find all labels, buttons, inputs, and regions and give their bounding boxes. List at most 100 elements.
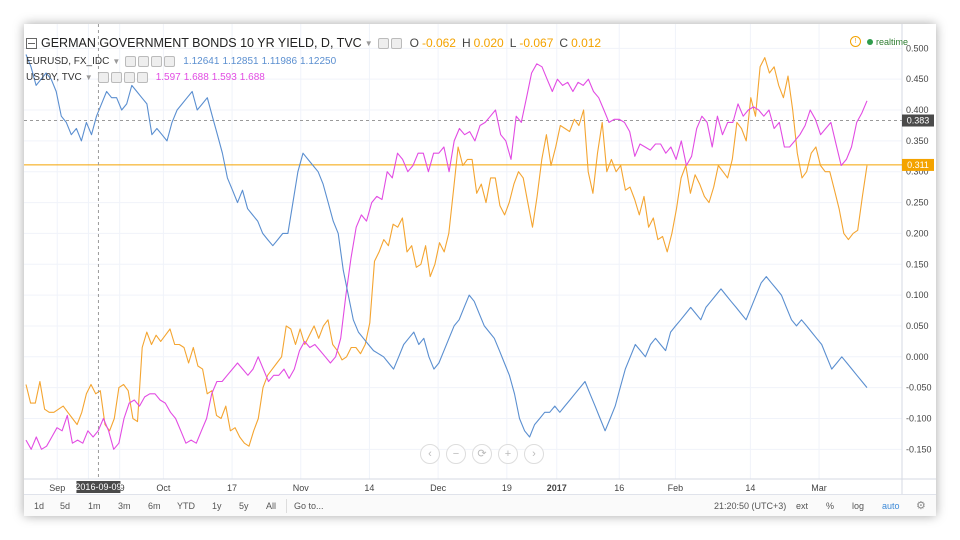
close-icon[interactable] [164,56,176,67]
chevron-down-icon[interactable]: ▼ [112,57,121,66]
y-tick-label: -0.100 [906,413,932,423]
settings-icon[interactable] [390,37,402,49]
chart-nav-controls: ‹ − ⟳ + › [420,444,544,464]
live-dot-icon [867,38,873,45]
ohlc-h-value: 0.020 [473,36,504,50]
chevron-down-icon[interactable]: ▼ [84,73,93,82]
range-1m-button[interactable]: 1m [88,501,101,511]
eye-icon[interactable] [377,37,389,49]
y-tick-label: 0.150 [906,259,929,269]
x-tick-label: 14 [364,483,374,493]
series-line-german-government-bonds-10-yr-yield [25,57,868,447]
y-tick-label: 0.450 [906,74,929,84]
y-tick-label: -0.050 [906,383,932,393]
us10y-symbol: US10Y, TVC [26,72,82,83]
legend-us10y: US10Y, TVC ▼ 1.597 1.688 1.593 1.688 [26,72,265,83]
y-tick-label: 0.050 [906,321,929,331]
ohlc-o-label: O [409,36,419,50]
y-tick-label: 0.000 [906,352,929,362]
range-ytd-button[interactable]: YTD [177,501,195,511]
ohlc-o-value: -0.062 [421,36,456,50]
add-icon[interactable] [151,56,163,67]
chart-frame: 0.500 0.450 0.400 0.350 0.300 0.250 0.200 0.150… [24,24,936,516]
realtime-status: ! realtime [850,36,908,47]
eurusd-c: 1.12250 [300,56,337,67]
x-tick-label: Nov [293,483,310,493]
x-tick-label: 2017 [547,483,567,493]
timezone-clock[interactable]: 21:20:50 (UTC+3) [714,501,787,511]
scroll-left-button[interactable]: ‹ [420,444,440,464]
range-5y-button[interactable]: 5y [239,501,249,511]
range-6m-button[interactable]: 6m [148,501,161,511]
x-tick-label: Dec [430,483,447,493]
toolbar-divider [286,499,287,513]
us10y-c: 1.688 [239,72,265,83]
clock-icon[interactable]: ! [850,36,861,47]
ohlc-l-label: L [509,36,517,50]
x-tick-label: 14 [745,483,755,493]
range-all-button[interactable]: All [266,501,277,511]
ohlc-h-label: H [461,36,471,50]
chart-title: GERMAN GOVERNMENT BONDS 10 YR YIELD, D, … [41,36,362,50]
percent-scale-toggle[interactable]: % [826,501,835,511]
price-tag-bg [902,158,934,171]
y-tick-label: 0.200 [906,228,929,238]
us10y-l: 1.593 [211,72,237,83]
legend-eurusd: EURUSD, FX_IDC ▼ 1.12641 1.12851 1.11986… [26,56,336,67]
eye-icon[interactable] [125,56,137,67]
y-tick-label: 0.100 [906,290,929,300]
y-tick-label: 0.500 [906,43,929,53]
gear-icon[interactable]: ⚙ [916,500,926,512]
y-tick-label: 0.300 [906,167,929,177]
x-tick-label: 17 [227,483,237,493]
eye-icon[interactable] [97,72,109,83]
realtime-label: realtime [876,36,909,47]
us10y-o: 1.597 [155,72,181,83]
scroll-right-button[interactable]: › [524,444,544,464]
x-tick-label: Feb [668,483,684,493]
ohlc-l-value: -0.067 [519,36,554,50]
crosshair-date-label: 2016-09-09 [75,482,121,492]
legend-main: GERMAN GOVERNMENT BONDS 10 YR YIELD, D, … [26,36,601,50]
ohlc-c-value: 0.012 [571,36,602,50]
us10y-h: 1.688 [183,72,209,83]
range-1d-button[interactable]: 1d [34,501,45,511]
reset-zoom-button[interactable]: ⟳ [472,444,492,464]
add-icon[interactable] [123,72,135,83]
settings-icon[interactable] [110,72,122,83]
price-tag-bg [902,114,934,127]
x-tick-label: 16 [614,483,624,493]
auto-scale-toggle[interactable]: auto [882,501,900,511]
x-tick-label: Sep [49,483,65,493]
range-1y-button[interactable]: 1y [212,501,222,511]
zoom-out-button[interactable]: − [446,444,466,464]
price-tag-label: 0.383 [907,116,930,126]
ext-hours-toggle[interactable]: ext [796,501,809,511]
goto-button[interactable]: Go to... [294,501,324,511]
settings-icon[interactable] [138,56,150,67]
crosshair-date-bg [76,481,121,493]
bottom-toolbar: 1d 5d 1m 3m 6m YTD 1y 5y All Go to... 21… [24,494,936,516]
range-5d-button[interactable]: 5d [60,501,71,511]
eurusd-symbol: EURUSD, FX_IDC [26,56,110,67]
x-tick-label: Mar [811,483,827,493]
x-tick-label: Oct [156,483,171,493]
series-line-us10y-tvc [25,63,868,450]
eurusd-o: 1.12641 [183,56,220,67]
ohlc-c-label: C [559,36,569,50]
eurusd-h: 1.12851 [222,56,259,67]
y-tick-label: 0.350 [906,136,929,146]
y-tick-label: 0.400 [906,105,929,115]
eurusd-l: 1.11986 [261,56,297,67]
chevron-down-icon[interactable]: ▼ [364,38,373,48]
close-icon[interactable] [136,72,148,83]
range-3m-button[interactable]: 3m [118,501,131,511]
zoom-in-button[interactable]: + [498,444,518,464]
series-line-eurusd-fx-idc [25,54,868,438]
y-tick-label: -0.150 [906,444,932,454]
x-tick-label: 19 [502,483,512,493]
chart-canvas[interactable]: 0.500 0.450 0.400 0.350 0.300 0.250 0.200 0.150… [24,24,936,494]
log-scale-toggle[interactable]: log [852,501,865,511]
y-tick-label: 0.250 [906,198,929,208]
collapse-icon[interactable] [26,37,37,49]
